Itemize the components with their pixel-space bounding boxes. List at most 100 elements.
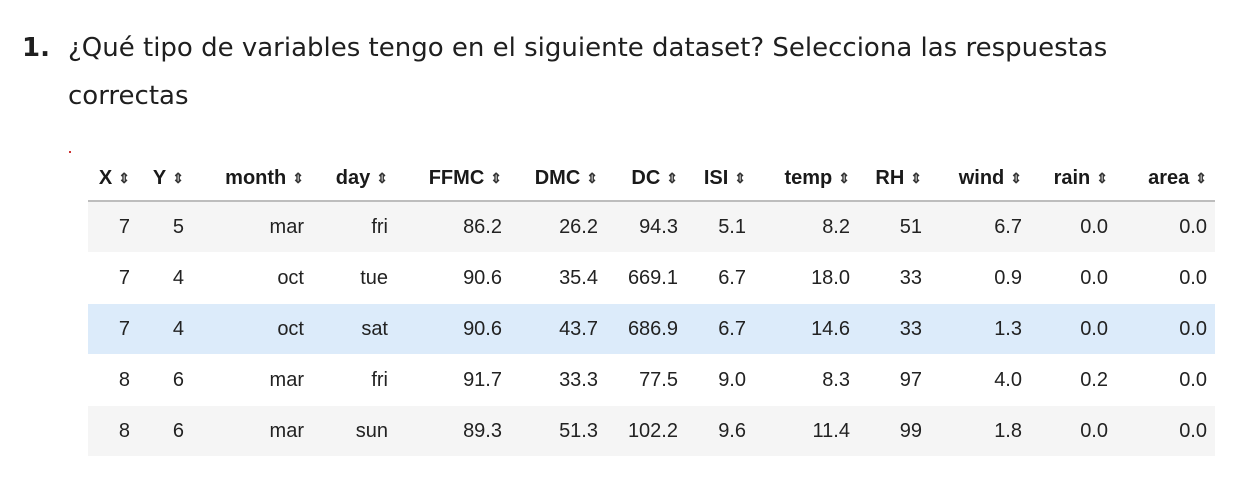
column-header-label: rain	[1053, 166, 1091, 189]
cell-rain: 0.0	[1030, 201, 1116, 253]
sort-updown-icon[interactable]: ⇕	[292, 169, 304, 186]
sort-updown-icon[interactable]: ⇕	[490, 169, 502, 186]
cell-day: sun	[312, 405, 396, 457]
dataset-table-container: X ⇕ Y ⇕ month ⇕ day ⇕ FFMC ⇕ DMC ⇕ DC ⇕ ISI ⇕ temp ⇕ RH ⇕ wi…	[88, 156, 1215, 457]
cell-isi: 9.0	[686, 354, 754, 406]
dataset-table: X ⇕ Y ⇕ month ⇕ day ⇕ FFMC ⇕ DMC ⇕ DC ⇕ ISI ⇕ temp ⇕ RH ⇕ wi…	[88, 156, 1215, 457]
cell-area: 0.0	[1116, 405, 1215, 457]
column-header-label: wind	[958, 166, 1005, 189]
cell-month: mar	[192, 405, 312, 457]
cell-dmc: 35.4	[510, 252, 606, 304]
cell-dc: 77.5	[606, 354, 686, 406]
sort-updown-icon[interactable]: ⇕	[838, 169, 850, 186]
cell-rh: 97	[858, 354, 930, 406]
sort-updown-icon[interactable]: ⇕	[172, 169, 184, 186]
cell-x: 8	[88, 354, 138, 406]
column-header-label: RH	[875, 166, 905, 189]
table-row[interactable]: 8 6 mar fri 91.7 33.3 77.5 9.0 8.3 97 4.0 0.2 0.0	[88, 354, 1215, 406]
cell-wind: 1.3	[930, 303, 1030, 355]
cell-x: 7	[88, 201, 138, 253]
cell-rain: 0.0	[1030, 303, 1116, 355]
table-header-row: X ⇕ Y ⇕ month ⇕ day ⇕ FFMC ⇕ DMC ⇕ DC ⇕ ISI ⇕ temp ⇕ RH ⇕ wi…	[88, 156, 1215, 202]
column-header-rain[interactable]: rain ⇕	[1030, 156, 1116, 202]
cell-month: mar	[192, 354, 312, 406]
column-header-dmc[interactable]: DMC ⇕	[510, 156, 606, 202]
column-header-wind[interactable]: wind ⇕	[930, 156, 1030, 202]
column-header-dc[interactable]: DC ⇕	[606, 156, 686, 202]
table-row[interactable]: 7 5 mar fri 86.2 26.2 94.3 5.1 8.2 51 6.7 0.0 0.0	[88, 201, 1215, 253]
column-header-x[interactable]: X ⇕	[88, 156, 138, 202]
cell-x: 7	[88, 303, 138, 355]
sort-updown-icon[interactable]: ⇕	[118, 169, 130, 186]
column-header-month[interactable]: month ⇕	[192, 156, 312, 202]
cell-temp: 8.2	[754, 201, 858, 253]
cell-ffmc: 90.6	[396, 252, 510, 304]
cell-temp: 18.0	[754, 252, 858, 304]
cell-isi: 6.7	[686, 303, 754, 355]
cell-y: 6	[138, 354, 192, 406]
cell-wind: 1.8	[930, 405, 1030, 457]
column-header-label: DMC	[534, 166, 581, 189]
cell-day: tue	[312, 252, 396, 304]
cell-area: 0.0	[1116, 252, 1215, 304]
column-header-label: month	[225, 166, 287, 189]
cell-wind: 4.0	[930, 354, 1030, 406]
cell-isi: 9.6	[686, 405, 754, 457]
column-header-area[interactable]: area ⇕	[1116, 156, 1215, 202]
cell-y: 4	[138, 303, 192, 355]
cell-dmc: 51.3	[510, 405, 606, 457]
cell-day: fri	[312, 354, 396, 406]
column-header-label: day	[335, 166, 371, 189]
cell-month: mar	[192, 201, 312, 253]
cell-dc: 669.1	[606, 252, 686, 304]
cell-dc: 686.9	[606, 303, 686, 355]
cell-month: oct	[192, 252, 312, 304]
cell-x: 7	[88, 252, 138, 304]
column-header-y[interactable]: Y ⇕	[138, 156, 192, 202]
cell-area: 0.0	[1116, 201, 1215, 253]
cell-temp: 14.6	[754, 303, 858, 355]
column-header-rh[interactable]: RH ⇕	[858, 156, 930, 202]
column-header-temp[interactable]: temp ⇕	[754, 156, 858, 202]
sort-updown-icon[interactable]: ⇕	[376, 169, 388, 186]
sort-updown-icon[interactable]: ⇕	[1010, 169, 1022, 186]
cell-area: 0.0	[1116, 354, 1215, 406]
decorative-dot	[69, 151, 71, 153]
table-row[interactable]: 8 6 mar sun 89.3 51.3 102.2 9.6 11.4 99 1.8 0.0 0.0	[88, 405, 1215, 457]
sort-updown-icon[interactable]: ⇕	[586, 169, 598, 186]
cell-wind: 0.9	[930, 252, 1030, 304]
cell-area: 0.0	[1116, 303, 1215, 355]
cell-rh: 51	[858, 201, 930, 253]
table-row[interactable]: 7 4 oct sat 90.6 43.7 686.9 6.7 14.6 33 1.3 0.0 0.0	[88, 303, 1215, 355]
cell-y: 4	[138, 252, 192, 304]
cell-dmc: 33.3	[510, 354, 606, 406]
table-row[interactable]: 7 4 oct tue 90.6 35.4 669.1 6.7 18.0 33 0.9 0.0 0.0	[88, 252, 1215, 304]
table-body: 7 5 mar fri 86.2 26.2 94.3 5.1 8.2 51 6.7 0.0 0.0 7 4 o…	[88, 201, 1215, 457]
sort-updown-icon[interactable]: ⇕	[910, 169, 922, 186]
cell-rain: 0.0	[1030, 405, 1116, 457]
cell-y: 6	[138, 405, 192, 457]
question-number: 1.	[22, 33, 50, 63]
column-header-label: ISI	[703, 166, 729, 189]
cell-temp: 11.4	[754, 405, 858, 457]
cell-dc: 102.2	[606, 405, 686, 457]
cell-rh: 33	[858, 252, 930, 304]
cell-day: fri	[312, 201, 396, 253]
cell-dc: 94.3	[606, 201, 686, 253]
sort-updown-icon[interactable]: ⇕	[1096, 169, 1108, 186]
column-header-isi[interactable]: ISI ⇕	[686, 156, 754, 202]
cell-wind: 6.7	[930, 201, 1030, 253]
sort-updown-icon[interactable]: ⇕	[734, 169, 746, 186]
column-header-day[interactable]: day ⇕	[312, 156, 396, 202]
column-header-ffmc[interactable]: FFMC ⇕	[396, 156, 510, 202]
cell-rh: 33	[858, 303, 930, 355]
sort-updown-icon[interactable]: ⇕	[1195, 169, 1207, 186]
cell-y: 5	[138, 201, 192, 253]
sort-updown-icon[interactable]: ⇕	[666, 169, 678, 186]
cell-rain: 0.0	[1030, 252, 1116, 304]
cell-rh: 99	[858, 405, 930, 457]
column-header-label: temp	[784, 166, 833, 189]
column-header-label: X	[98, 166, 113, 189]
column-header-label: Y	[152, 166, 167, 189]
column-header-label: DC	[631, 166, 661, 189]
